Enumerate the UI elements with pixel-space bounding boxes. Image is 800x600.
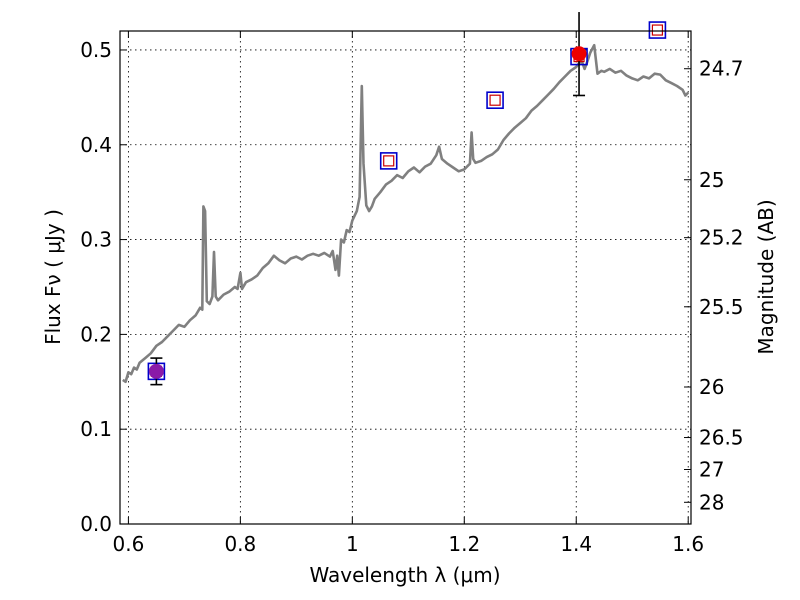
- plot-frame: [119, 30, 692, 525]
- observed-point: [148, 363, 164, 379]
- model-square-outer: [379, 152, 398, 170]
- x-tick-label: 1.4: [560, 532, 592, 556]
- y2-tick-label: 24.7: [699, 57, 744, 81]
- model-square-inner: [383, 155, 395, 167]
- model-square-outer: [648, 21, 667, 39]
- y2-tick-label: 26: [699, 375, 724, 399]
- y-tick-label: 0.4: [80, 133, 112, 157]
- y2-tick-label: 27: [699, 457, 724, 481]
- y-tick-label: 0.3: [80, 228, 112, 252]
- y2-tick-label: 25.5: [699, 295, 744, 319]
- y-tick-label: 0.0: [80, 512, 112, 536]
- x-axis-label: Wavelength λ (μm): [309, 563, 500, 587]
- x-tick-label: 0.8: [224, 532, 256, 556]
- y2-tick-label: 25: [699, 168, 724, 192]
- y-tick-label: 0.5: [80, 38, 112, 62]
- model-square-outer: [486, 91, 504, 110]
- x-tick-label: 1.6: [672, 532, 704, 556]
- x-tick-label: 1.2: [448, 532, 480, 556]
- y-tick-label: 0.1: [80, 417, 112, 441]
- y2-tick-label: 28: [699, 490, 724, 514]
- y-axis-label: Flux Fν ( μJy ): [41, 209, 65, 345]
- markers: [147, 12, 667, 386]
- y2-tick-label: 25.2: [699, 226, 744, 250]
- model-square-inner: [651, 24, 664, 36]
- x-tick-label: 1: [346, 532, 359, 556]
- y-tick-label: 0.2: [80, 322, 112, 346]
- observed-point: [571, 46, 587, 62]
- y2-axis-label: Magnitude (AB): [754, 199, 778, 354]
- axes-ticks: 0.6 0.8 1 1.2 1.4 1.6 0.0 0.1 0.2 0.3 0.4 0.5 24.7 25…: [80, 31, 744, 556]
- grid: [120, 31, 691, 524]
- x-tick-label: 0.6: [112, 532, 144, 556]
- model-square-inner: [489, 94, 501, 106]
- y2-tick-label: 26.5: [699, 426, 744, 450]
